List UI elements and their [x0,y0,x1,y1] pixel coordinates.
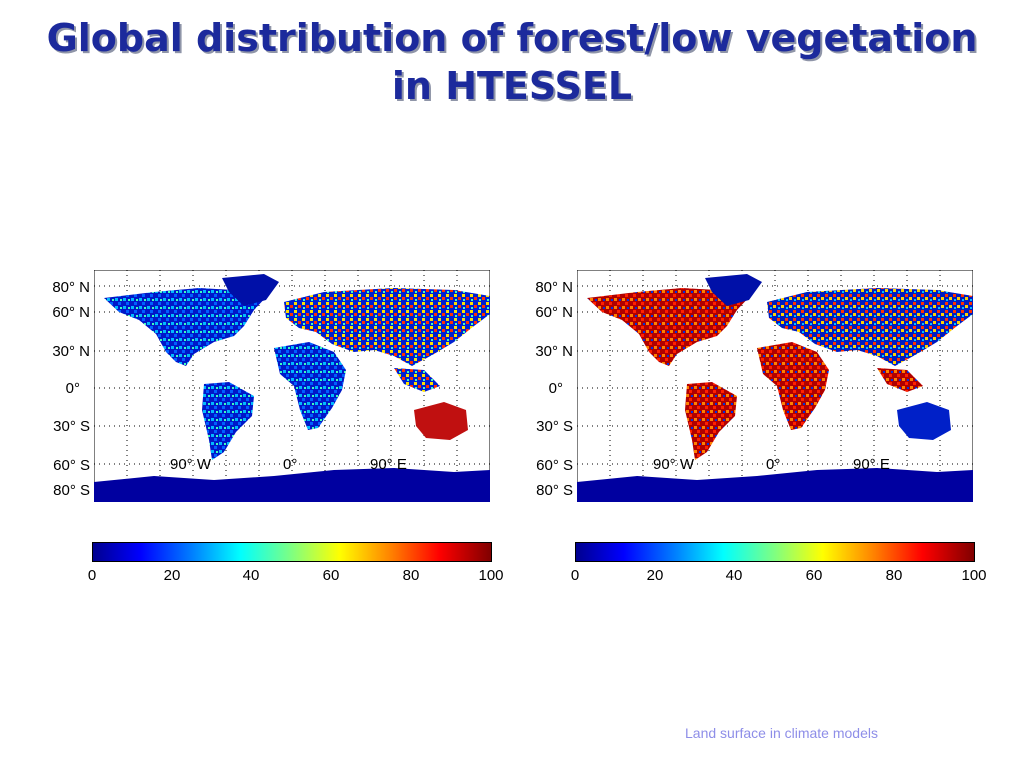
colorbar-right [575,542,975,562]
colorbar-left-tick-100: 100 [478,567,504,584]
lat-label-30n-right: 30° N [535,343,573,360]
landmass-south-america [685,382,737,460]
landmass-greenland [705,274,762,306]
lon-label-0-right: 0° [766,456,781,473]
colorbar-left [92,542,492,562]
lon-label-0-left: 0° [283,456,298,473]
colorbar-right-tick-40: 40 [725,567,743,584]
lon-label-90w-left: 90° W [170,456,212,473]
map-panel-left [94,270,490,502]
lat-label-80n-right: 80° N [535,279,573,296]
colorbar-left-tick-80: 80 [402,567,420,584]
lat-label-80n-left: 80° N [52,279,90,296]
world-map-right [577,270,973,502]
lat-label-30n-left: 30° N [52,343,90,360]
landmass-se-asia [877,368,923,392]
slide-title: Global distribution of forest/low vegeta… [0,14,1024,110]
colorbar-right-tick-60: 60 [805,567,823,584]
lat-label-60n-right: 60° N [535,304,573,321]
colorbar-left-tick-20: 20 [163,567,181,584]
map-panel-right [577,270,973,502]
landmass-europe-asia [284,288,490,366]
colorbar-right-tick-0: 0 [570,567,580,584]
lat-label-30s-right: 30° S [536,418,573,435]
lon-label-90e-left: 90° E [370,456,407,473]
landmass-greenland [222,274,279,306]
landmass-australia [414,402,468,440]
colorbar-right-tick-80: 80 [885,567,903,584]
landmass-africa [274,342,346,430]
lat-label-60s-left: 60° S [53,457,90,474]
lat-label-60s-right: 60° S [536,457,573,474]
landmass-north-america [587,288,752,366]
landmass-africa [757,342,829,430]
landmass-europe-asia [767,288,973,366]
landmass-antarctica [577,468,973,502]
landmass-australia [897,402,951,440]
slide-footer: Land surface in climate models [685,725,878,741]
lat-label-80s-right: 80° S [536,482,573,499]
colorbar-right-tick-100: 100 [961,567,987,584]
lat-label-80s-left: 80° S [53,482,90,499]
title-line-2: in HTESSEL [391,64,633,108]
landmass-south-america [202,382,254,460]
lat-label-0-left: 0° [65,380,80,397]
lat-label-0-right: 0° [548,380,563,397]
lon-label-90e-right: 90° E [853,456,890,473]
landmass-north-america [104,288,269,366]
lon-label-90w-right: 90° W [653,456,695,473]
landmass-se-asia [394,368,440,392]
landmass-antarctica [94,468,490,502]
colorbar-left-tick-40: 40 [242,567,260,584]
title-line-1: Global distribution of forest/low vegeta… [46,16,978,60]
lat-label-60n-left: 60° N [52,304,90,321]
colorbar-left-tick-60: 60 [322,567,340,584]
lat-label-30s-left: 30° S [53,418,90,435]
colorbar-right-tick-20: 20 [646,567,664,584]
colorbar-left-tick-0: 0 [87,567,97,584]
world-map-left [94,270,490,502]
